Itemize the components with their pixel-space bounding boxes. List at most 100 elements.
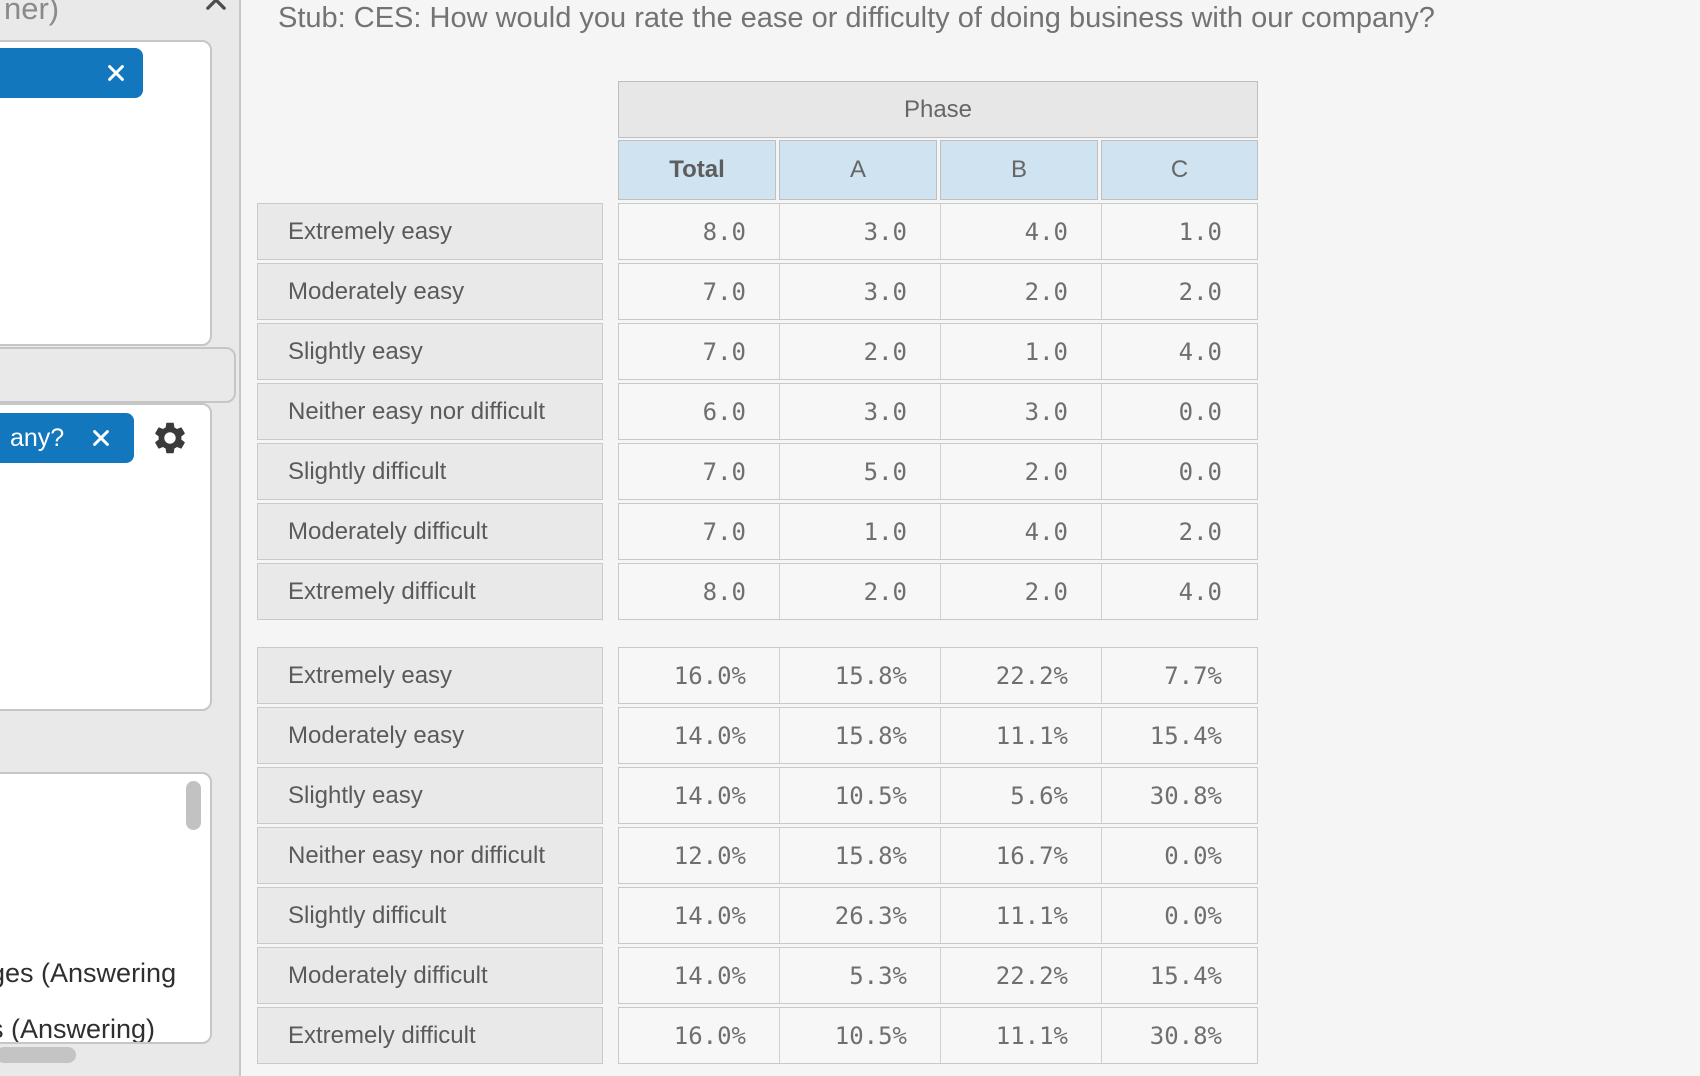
remove-chip-icon[interactable] [90,427,112,449]
column-header-a: A [779,140,937,200]
value-cell: 12.0% [673,841,746,870]
value-cell: 3.0 [940,384,1101,439]
value-cell: 16.0% [673,661,746,690]
remove-chip-icon[interactable] [105,62,127,84]
value-cell: 14.0% [673,961,746,990]
table-row: 16.0% 10.5% 11.1% 30.8% [618,1007,1258,1064]
value-cell: 2.0 [779,564,940,619]
value-cell: 14.0% [673,901,746,930]
value-cell: 5.3% [779,948,940,1003]
value-cell: 22.2% [940,648,1101,703]
value-cell: 2.0 [1101,264,1255,319]
row-label: Moderately easy [257,263,603,320]
value-cell: 11.1% [940,888,1101,943]
column-header-total: Total [618,140,776,200]
value-cell: 5.6% [940,768,1101,823]
value-cell: 22.2% [940,948,1101,1003]
value-cell: 10.5% [779,768,940,823]
table-row: 14.0% 15.8% 11.1% 15.4% [618,707,1258,764]
value-cell: 2.0 [779,324,940,379]
value-cell: 3.0 [779,204,940,259]
value-cell: 7.7% [1101,648,1255,703]
value-cell: 7.0 [702,337,746,366]
banner-drop-panel[interactable] [0,40,212,346]
row-label: Slightly difficult [257,443,603,500]
list-item[interactable]: s (Answering) [0,1014,156,1044]
table-row: 14.0% 5.3% 22.2% 15.4% [618,947,1258,1004]
table-row: 14.0% 10.5% 5.6% 30.8% [618,767,1258,824]
table-row: 7.0 3.0 2.0 2.0 [618,263,1258,320]
column-header-b: B [940,140,1098,200]
question-list-panel[interactable]: ges (Answering s (Answering) [0,772,212,1044]
row-label: Extremely difficult [257,563,603,620]
row-label: Extremely easy [257,203,603,260]
table-row: 7.0 1.0 4.0 2.0 [618,503,1258,560]
value-cell: 0.0 [1101,384,1255,439]
value-cell: 5.0 [779,444,940,499]
row-label: Slightly easy [257,767,603,824]
value-cell: 7.0 [702,277,746,306]
value-cell: 2.0 [940,444,1101,499]
table-row: 8.0 2.0 2.0 4.0 [618,563,1258,620]
sidebar: ner) any? ges (Ans [0,0,241,1076]
value-cell: 0.0% [1101,888,1255,943]
value-cell: 1.0 [779,504,940,559]
percents-row-labels: Extremely easy Moderately easy Slightly ea… [257,647,603,1067]
table-row: 7.0 2.0 1.0 4.0 [618,323,1258,380]
row-label: Moderately difficult [257,503,603,560]
column-header-c: C [1101,140,1258,200]
stub-drop-panel[interactable]: any? [0,403,212,711]
value-cell: 7.0 [702,457,746,486]
row-label: Moderately difficult [257,947,603,1004]
table-row: 16.0% 15.8% 22.2% 7.7% [618,647,1258,704]
vertical-scrollbar-thumb[interactable] [186,781,201,830]
value-cell: 15.8% [779,828,940,883]
stub-question-chip[interactable]: any? [0,413,134,463]
value-cell: 15.8% [779,708,940,763]
counts-row-labels: Extremely easy Moderately easy Slightly ea… [257,203,603,623]
value-cell: 3.0 [779,264,940,319]
value-cell: 15.4% [1101,708,1255,763]
table-row: 7.0 5.0 2.0 0.0 [618,443,1258,500]
value-cell: 3.0 [779,384,940,439]
value-cell: 15.8% [779,648,940,703]
chip-label-truncated: any? [10,423,65,452]
value-cell: 8.0 [702,217,746,246]
value-cell: 30.8% [1101,768,1255,823]
value-cell: 0.0% [1101,828,1255,883]
value-cell: 14.0% [673,781,746,810]
table-row: 12.0% 15.8% 16.7% 0.0% [618,827,1258,884]
table-row: 14.0% 26.3% 11.1% 0.0% [618,887,1258,944]
value-cell: 15.4% [1101,948,1255,1003]
close-icon[interactable] [202,0,230,14]
value-cell: 16.0% [673,1021,746,1050]
value-cell: 4.0 [940,504,1101,559]
value-cell: 11.1% [940,1008,1101,1063]
gear-icon[interactable] [151,419,189,457]
horizontal-scrollbar-thumb[interactable] [0,1047,76,1063]
column-header-row: Total A B C [618,140,1258,200]
value-cell: 2.0 [1101,504,1255,559]
table-row: 6.0 3.0 3.0 0.0 [618,383,1258,440]
list-item[interactable]: ges (Answering [0,958,177,988]
value-cell: 10.5% [779,1008,940,1063]
value-cell: 11.1% [940,708,1101,763]
value-cell: 4.0 [1101,324,1255,379]
banner-header-label: Phase [903,95,973,123]
banner-question-chip[interactable] [0,48,143,98]
row-label: Slightly difficult [257,887,603,944]
value-cell: 4.0 [940,204,1101,259]
value-cell: 2.0 [940,264,1101,319]
counts-table: 8.0 3.0 4.0 1.0 7.0 3.0 2.0 2.0 7.0 2.0 1.0 4.0 6.0 3… [618,203,1258,623]
sidebar-section-title-truncated: ner) [4,0,60,26]
page-title: Stub: CES: How would you rate the ease o… [278,2,1435,34]
banner-header-cell: Phase [618,81,1258,138]
row-label: Neither easy nor difficult [257,827,603,884]
percents-table: 16.0% 15.8% 22.2% 7.7% 14.0% 15.8% 11.1% 15.4% 1… [618,647,1258,1067]
row-label: Moderately easy [257,707,603,764]
row-label: Slightly easy [257,323,603,380]
value-cell: 2.0 [940,564,1101,619]
row-label: Neither easy nor difficult [257,383,603,440]
table-row: 8.0 3.0 4.0 1.0 [618,203,1258,260]
